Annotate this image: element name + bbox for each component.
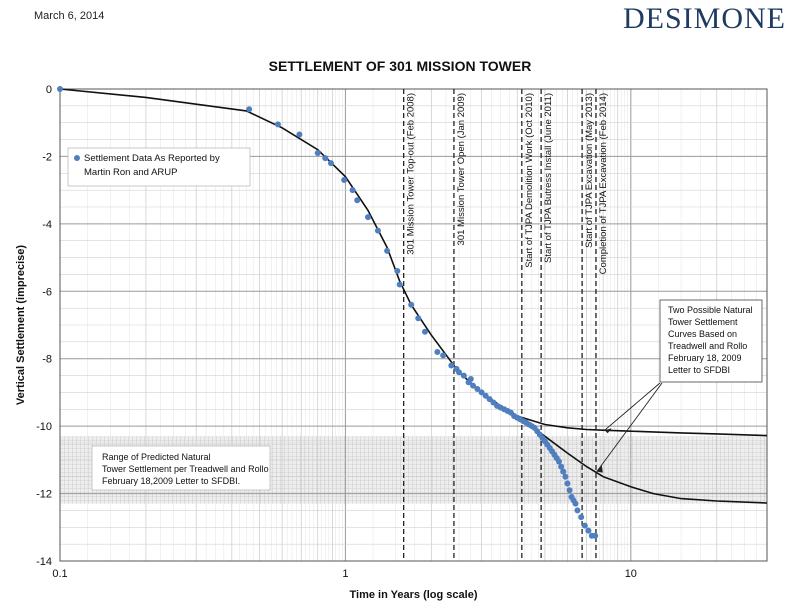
data-point	[365, 214, 372, 221]
data-point	[246, 106, 253, 113]
data-point	[566, 487, 573, 494]
data-point	[564, 480, 571, 487]
y-tick-label: 0	[46, 84, 52, 96]
data-point	[314, 150, 321, 157]
callout-arrowhead	[596, 465, 603, 473]
callout-label: Curves Based on	[668, 329, 737, 339]
y-tick-label: -4	[42, 219, 52, 231]
callout-arrow	[604, 382, 661, 431]
data-point	[470, 382, 477, 389]
data-point	[394, 268, 401, 275]
callout-label: Two Possible Natural	[668, 305, 753, 315]
callout-box	[659, 299, 763, 383]
data-point	[415, 315, 422, 322]
event-label: Start of TJPA Butress Install (June 2011…	[543, 93, 554, 263]
data-point	[349, 187, 356, 194]
data-point	[440, 352, 447, 359]
data-point	[562, 473, 569, 480]
data-point	[274, 121, 281, 128]
settlement-curve	[516, 415, 768, 504]
data-point	[578, 514, 585, 521]
plot-frame	[59, 88, 768, 562]
data-point	[460, 372, 467, 379]
data-point	[555, 458, 562, 465]
y-tick-label: -6	[42, 286, 52, 298]
data-point	[396, 281, 403, 288]
legend-box	[67, 147, 251, 187]
band-label-box	[91, 445, 271, 491]
data-point	[421, 328, 428, 335]
data-point	[408, 301, 415, 308]
y-tick-label: -14	[36, 556, 52, 568]
data-point	[581, 522, 588, 529]
x-tick-label: 0.1	[52, 568, 67, 580]
y-tick-label: -12	[36, 489, 52, 501]
data-point	[572, 500, 579, 507]
band-label: February 18,2009 Letter to SFDBI.	[102, 476, 240, 486]
report-date: March 6, 2014	[34, 10, 105, 22]
legend-marker	[74, 155, 80, 161]
data-point	[474, 386, 481, 393]
y-tick-label: -10	[36, 421, 52, 433]
data-point	[455, 369, 462, 376]
event-label: Start of TJPA Demolition Work (Oct 2010)	[524, 93, 535, 268]
data-point	[482, 392, 489, 399]
x-tick-label: 1	[342, 568, 348, 580]
data-point	[467, 375, 474, 382]
brand-logo: DESIMONE	[623, 2, 786, 35]
data-point	[374, 227, 381, 234]
data-point	[574, 507, 581, 514]
data-point	[560, 468, 567, 475]
data-point	[57, 86, 63, 92]
callout-label: Letter to SFDBI	[668, 365, 730, 375]
data-point	[448, 362, 455, 369]
event-label: Completion of TJPA Excavation (Feb 2014)	[598, 93, 609, 274]
data-point	[592, 532, 599, 539]
callout-label: Tower Settlement	[668, 317, 738, 327]
data-point	[558, 463, 565, 470]
callout-label: February 18, 2009	[668, 353, 742, 363]
event-label: Start of TJPA Excavation (May 2013)	[584, 93, 595, 248]
legend-label: Martin Ron and ARUP	[84, 167, 177, 178]
callout-arrow	[596, 382, 663, 472]
event-label: 301 Mission Tower Top-out (Feb 2008)	[406, 93, 417, 255]
data-point	[341, 177, 348, 184]
data-point	[322, 155, 329, 162]
x-tick-label: 10	[625, 568, 637, 580]
legend-label: Settlement Data As Reported by	[84, 153, 220, 164]
chart-title: SETTLEMENT OF 301 MISSION TOWER	[268, 58, 532, 74]
y-tick-label: -8	[42, 354, 52, 366]
data-point	[585, 527, 592, 534]
y-axis-label: Vertical Settlement (imprecise)	[15, 245, 27, 406]
callout-label: Treadwell and Rollo	[668, 341, 747, 351]
band-label: Tower Settlement per Treadwell and Rollo	[102, 464, 269, 474]
y-tick-label: -2	[42, 151, 52, 163]
data-point	[384, 247, 391, 254]
data-point	[478, 389, 485, 396]
data-point	[327, 160, 334, 167]
callout-arrowhead	[604, 428, 612, 434]
event-label: 301 Mission Tower Open (Jan 2009)	[456, 93, 467, 245]
data-point	[354, 197, 361, 204]
band-label: Range of Predicted Natural	[102, 452, 211, 462]
x-axis-label: Time in Years (log scale)	[350, 589, 478, 601]
data-point	[434, 348, 441, 355]
data-point	[296, 131, 303, 138]
